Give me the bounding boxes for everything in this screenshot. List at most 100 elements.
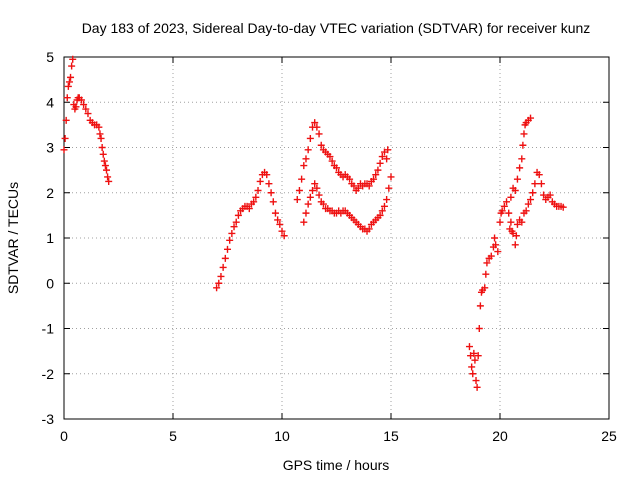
- data-point: [298, 175, 306, 183]
- data-point: [527, 196, 535, 204]
- data-point: [69, 55, 77, 63]
- data-point: [230, 223, 238, 231]
- data-point: [64, 82, 72, 90]
- data-point: [326, 153, 334, 161]
- data-point: [482, 270, 490, 278]
- data-point: [60, 146, 68, 154]
- data-point: [104, 173, 112, 181]
- data-point: [511, 186, 519, 194]
- data-point: [559, 203, 567, 211]
- data-point: [471, 356, 479, 364]
- data-point: [250, 198, 258, 206]
- data-point: [280, 232, 288, 240]
- data-point: [472, 377, 480, 385]
- data-point: [518, 155, 526, 163]
- data-point: [269, 198, 277, 206]
- data-point: [476, 302, 484, 310]
- data-point: [354, 184, 362, 192]
- data-point: [263, 171, 271, 179]
- data-point: [507, 218, 515, 226]
- data-point: [475, 325, 483, 332]
- data-point: [224, 245, 231, 253]
- data-point: [319, 200, 327, 208]
- data-point: [245, 205, 253, 213]
- data-point: [80, 101, 88, 109]
- data-point: [387, 173, 395, 181]
- data-point: [385, 184, 393, 192]
- data-point: [300, 162, 308, 170]
- data-point: [306, 193, 314, 201]
- data-point: [383, 155, 391, 163]
- data-point: [267, 189, 275, 197]
- x-tick-label: 5: [169, 428, 177, 444]
- y-tick-label: 3: [46, 140, 54, 156]
- data-point: [512, 232, 520, 240]
- data-point: [313, 123, 321, 131]
- y-tick-label: 5: [46, 49, 54, 65]
- data-point: [540, 191, 548, 199]
- data-point: [274, 216, 282, 224]
- data-point: [100, 157, 108, 165]
- data-point: [494, 248, 502, 256]
- data-point: [376, 159, 384, 167]
- data-point: [505, 209, 513, 217]
- data-point: [378, 207, 386, 215]
- data-point: [315, 130, 323, 138]
- data-point: [311, 119, 319, 127]
- data-point: [276, 220, 284, 228]
- data-point: [217, 272, 225, 280]
- data-point: [519, 141, 527, 149]
- axis-ticks: 0 5 10 15 20 25 -3 -2 -1 0 1 2 3 4 5: [42, 49, 617, 444]
- data-point: [350, 182, 358, 190]
- data-point: [470, 349, 478, 357]
- data-point: [219, 263, 227, 271]
- x-tick-label: 20: [492, 428, 508, 444]
- data-point: [546, 191, 554, 199]
- data-point: [537, 180, 545, 188]
- data-point: [98, 144, 106, 151]
- y-tick-label: 1: [46, 230, 54, 246]
- data-point: [513, 220, 521, 228]
- data-point: [221, 254, 229, 262]
- data-point: [376, 211, 384, 219]
- data-point: [306, 134, 314, 142]
- y-tick-label: -1: [42, 321, 55, 337]
- data-point: [256, 177, 264, 185]
- data-point: [304, 200, 312, 208]
- data-point: [252, 193, 260, 201]
- data-point: [374, 166, 382, 174]
- y-axis-label: SDTVAR / TECUs: [5, 182, 21, 294]
- data-point: [228, 229, 236, 237]
- y-tick-label: -2: [42, 366, 55, 382]
- data-point: [524, 200, 532, 208]
- data-point: [309, 186, 317, 194]
- data-point: [317, 141, 325, 149]
- data-point: [492, 241, 500, 249]
- data-point: [232, 218, 240, 226]
- data-point: [311, 180, 319, 188]
- data-point: [365, 182, 373, 190]
- data-point: [62, 116, 70, 124]
- data-point: [465, 343, 473, 351]
- data-point: [481, 284, 489, 292]
- data-markers: [60, 55, 567, 391]
- data-point: [520, 130, 528, 138]
- data-point: [84, 110, 92, 118]
- data-point: [516, 164, 524, 172]
- data-point: [101, 162, 109, 170]
- y-tick-label: -3: [42, 411, 55, 427]
- data-point: [304, 146, 312, 154]
- data-point: [96, 130, 104, 138]
- data-point: [370, 175, 378, 183]
- x-axis-label: GPS time / hours: [283, 457, 390, 473]
- data-point: [483, 259, 491, 267]
- data-point: [302, 155, 310, 163]
- data-point: [468, 363, 476, 371]
- data-point: [97, 134, 105, 142]
- data-point: [105, 177, 113, 185]
- x-tick-label: 0: [60, 428, 68, 444]
- data-point: [67, 73, 75, 81]
- data-point: [469, 370, 477, 378]
- data-point: [77, 96, 85, 104]
